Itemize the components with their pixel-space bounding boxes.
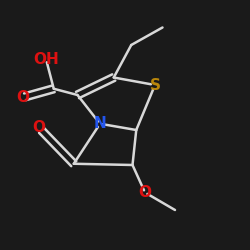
Text: S: S <box>150 78 160 92</box>
Text: O: O <box>138 185 151 200</box>
Text: O: O <box>16 90 29 105</box>
Text: N: N <box>94 116 106 131</box>
Text: O: O <box>32 120 45 135</box>
Text: OH: OH <box>34 52 59 68</box>
